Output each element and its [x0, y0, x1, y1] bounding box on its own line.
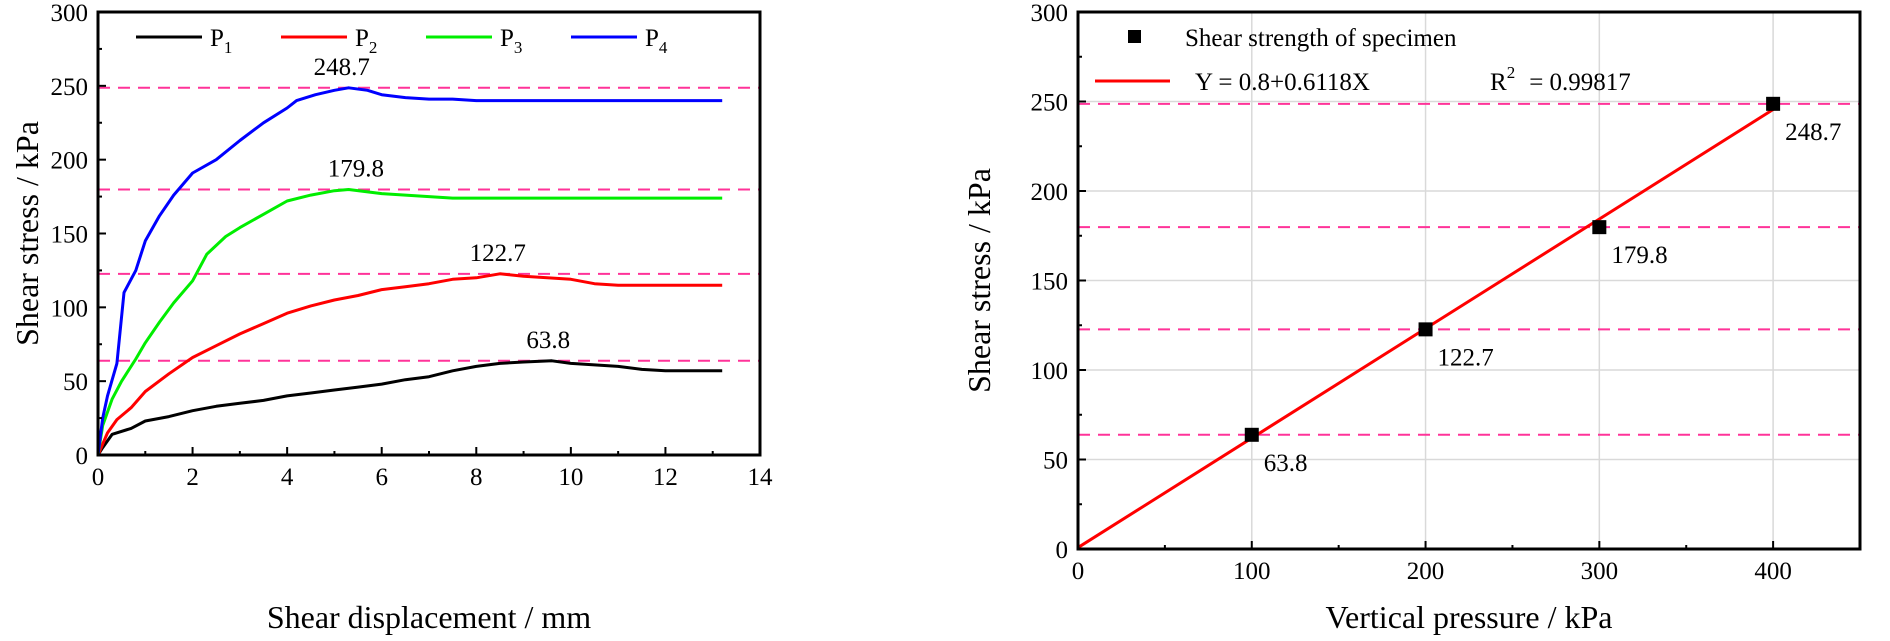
r2-symbol: R [1490, 69, 1507, 96]
x-tick-label: 8 [470, 464, 483, 491]
y-tick-label: 100 [1031, 358, 1069, 385]
reference-lines [1078, 102, 1860, 436]
plot-frame [96, 10, 762, 457]
point-labels: 63.8 122.7 179.8 248.7 [1264, 119, 1842, 477]
x-tick-label: 14 [748, 464, 774, 491]
scatter-point [1592, 220, 1607, 235]
point-label-2: 122.7 [1438, 344, 1494, 371]
axis-ticks: 0 2 4 6 8 10 12 14 0 50 100 150 200 250 300 [51, 0, 774, 491]
peak-label-3: 179.8 [328, 155, 384, 182]
shear-curves-chart: 63.8 122.7 179.8 248.7 0 2 4 6 8 10 12 14 0 50 100 150… [9, 0, 773, 635]
y-tick-label: 250 [51, 74, 89, 101]
peak-labels: 63.8 122.7 179.8 248.7 [314, 54, 571, 354]
r2-value: = 0.99817 [1529, 69, 1631, 96]
y-tick-label: 200 [1031, 179, 1069, 206]
y-tick-label: 150 [51, 222, 89, 249]
y-axis-title: Shear stress / kPa [961, 168, 997, 393]
scatter-point [1244, 427, 1259, 442]
x-tick-label: 100 [1233, 558, 1271, 585]
series-line-p3 [96, 188, 723, 456]
legend-label-p2: P2 [355, 25, 377, 57]
y-tick-label: 0 [76, 443, 89, 470]
legend-label-p3: P3 [500, 25, 522, 57]
peak-label-2: 122.7 [470, 240, 526, 267]
y-tick-label: 150 [1031, 269, 1069, 296]
reference-lines [98, 86, 760, 362]
y-tick-label: 50 [63, 369, 88, 396]
y-tick-label: 200 [51, 148, 89, 175]
legend-label-p4: P4 [645, 25, 668, 57]
legend-label-p1: P1 [210, 25, 232, 57]
scatter-point [1766, 96, 1781, 111]
y-tick-label: 250 [1031, 90, 1069, 117]
legend-label-equation: Y = 0.8+0.6118X [1195, 69, 1370, 96]
x-tick-label: 200 [1407, 558, 1445, 585]
r2-superscript: 2 [1507, 63, 1516, 82]
x-axis-title: Vertical pressure / kPa [1325, 599, 1612, 635]
point-label-4: 248.7 [1785, 119, 1841, 146]
x-tick-label: 4 [281, 464, 294, 491]
point-label-3: 179.8 [1611, 242, 1667, 269]
legend-label-scatter: Shear strength of specimen [1185, 25, 1457, 52]
legend-label-r-squared: R2 = 0.99817 [1490, 63, 1631, 96]
legend: Shear strength of specimen Y = 0.8+0.611… [1095, 25, 1631, 96]
x-tick-label: 6 [375, 464, 388, 491]
y-tick-label: 0 [1056, 537, 1069, 564]
peak-label-4: 248.7 [314, 54, 370, 81]
series-line-p2 [96, 272, 723, 456]
scatter-point [1418, 322, 1433, 337]
series-line-p4 [96, 86, 723, 456]
shear-strength-chart: 63.8 122.7 179.8 248.7 0 100 200 300 400 0 50 100 1… [961, 0, 1862, 635]
legend: P1 P2 P3 P4 [136, 25, 668, 57]
series-line-p1 [96, 359, 723, 456]
legend-marker-scatter [1128, 30, 1141, 43]
peak-label-1: 63.8 [526, 327, 570, 354]
axis-ticks: 0 100 200 300 400 0 50 100 150 200 250 300 [1031, 0, 1792, 585]
x-tick-label: 12 [653, 464, 678, 491]
x-tick-label: 400 [1754, 558, 1792, 585]
x-tick-label: 10 [558, 464, 583, 491]
y-tick-label: 300 [1031, 0, 1069, 27]
series-lines [96, 86, 723, 456]
x-tick-label: 2 [186, 464, 199, 491]
x-tick-label: 0 [1072, 558, 1085, 585]
point-label-1: 63.8 [1264, 450, 1308, 477]
y-axis-title: Shear stress / kPa [9, 121, 45, 346]
y-tick-label: 50 [1043, 448, 1068, 475]
x-tick-label: 0 [92, 464, 105, 491]
x-tick-label: 300 [1581, 558, 1619, 585]
y-tick-label: 100 [51, 295, 89, 322]
scatter-points [1244, 96, 1781, 442]
y-tick-label: 300 [51, 0, 89, 27]
x-axis-title: Shear displacement / mm [267, 599, 591, 635]
